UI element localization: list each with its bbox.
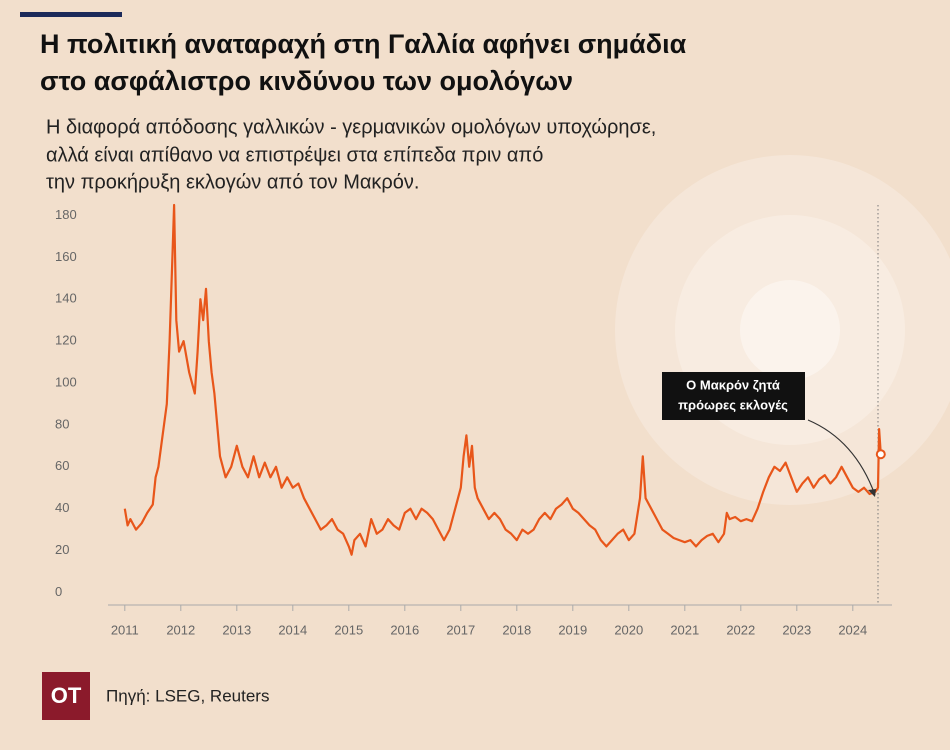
y-tick-label: 40 xyxy=(55,500,69,515)
x-tick-label: 2013 xyxy=(222,622,251,637)
subtitle: Η διαφορά απόδοσης γαλλικών - γερμανικών… xyxy=(46,116,656,138)
x-tick-label: 2021 xyxy=(670,622,699,637)
y-tick-label: 140 xyxy=(55,291,77,306)
x-tick-label: 2019 xyxy=(558,622,587,637)
subtitle: την προκήρυξη εκλογών από τον Μακρόν. xyxy=(46,171,419,193)
annotation-text: πρόωρες εκλογές xyxy=(678,397,788,412)
end-marker xyxy=(875,449,886,460)
y-tick-label: 120 xyxy=(55,333,77,348)
arrow-head xyxy=(868,489,876,497)
annotation-arrow xyxy=(807,419,876,496)
x-tick-label: 2012 xyxy=(166,622,195,637)
annotation-text: Ο Μακρόν ζητά xyxy=(686,377,780,392)
y-tick-label: 20 xyxy=(55,542,69,557)
decor-circle xyxy=(740,280,840,380)
x-tick-label: 2024 xyxy=(838,622,867,637)
y-tick-label: 60 xyxy=(55,458,69,473)
logo xyxy=(42,672,90,720)
x-tick-label: 2011 xyxy=(111,622,139,637)
logo-text: OT xyxy=(51,683,82,708)
x-tick-label: 2020 xyxy=(614,622,643,637)
x-tick-label: 2018 xyxy=(502,622,531,637)
chart-title: Η πολιτική αναταραχή στη Γαλλία αφήνει σ… xyxy=(40,29,687,59)
x-tick-label: 2017 xyxy=(446,622,475,637)
annotation-box xyxy=(662,372,805,420)
y-tick-label: 80 xyxy=(55,416,69,431)
x-tick-label: 2016 xyxy=(390,622,419,637)
x-tick-label: 2023 xyxy=(782,622,811,637)
y-tick-label: 0 xyxy=(55,584,62,599)
y-tick-label: 160 xyxy=(55,249,77,264)
x-tick-label: 2015 xyxy=(334,622,363,637)
series-line xyxy=(123,203,882,556)
y-tick-label: 180 xyxy=(55,207,77,222)
source: Πηγή: LSEG, Reuters xyxy=(106,686,269,705)
subtitle: αλλά είναι απίθανο να επιστρέψει στα επί… xyxy=(46,144,543,166)
x-tick-label: 2014 xyxy=(278,622,307,637)
y-tick-label: 100 xyxy=(55,374,77,389)
accent-bar xyxy=(20,12,122,17)
chart-title: στο ασφάλιστρο κινδύνου των ομολόγων xyxy=(40,66,573,96)
x-tick-label: 2022 xyxy=(726,622,755,637)
